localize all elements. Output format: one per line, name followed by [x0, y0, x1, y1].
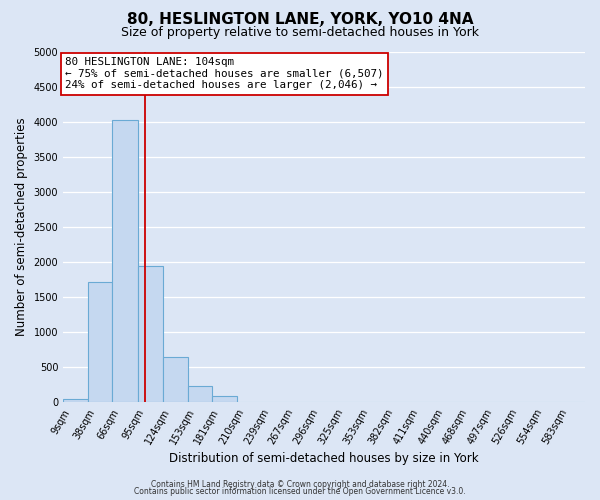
Bar [137, 266, 163, 402]
Text: Size of property relative to semi-detached houses in York: Size of property relative to semi-detach… [121, 26, 479, 39]
Bar [188, 386, 212, 402]
Text: 80 HESLINGTON LANE: 104sqm
← 75% of semi-detached houses are smaller (6,507)
24%: 80 HESLINGTON LANE: 104sqm ← 75% of semi… [65, 57, 383, 90]
Text: Contains public sector information licensed under the Open Government Licence v3: Contains public sector information licen… [134, 488, 466, 496]
Y-axis label: Number of semi-detached properties: Number of semi-detached properties [15, 118, 28, 336]
Bar [112, 120, 137, 402]
Bar [63, 399, 88, 402]
Bar [212, 396, 237, 402]
Text: Contains HM Land Registry data © Crown copyright and database right 2024.: Contains HM Land Registry data © Crown c… [151, 480, 449, 489]
Text: 80, HESLINGTON LANE, YORK, YO10 4NA: 80, HESLINGTON LANE, YORK, YO10 4NA [127, 12, 473, 28]
X-axis label: Distribution of semi-detached houses by size in York: Distribution of semi-detached houses by … [169, 452, 479, 465]
Bar [88, 282, 112, 403]
Bar [163, 357, 188, 403]
